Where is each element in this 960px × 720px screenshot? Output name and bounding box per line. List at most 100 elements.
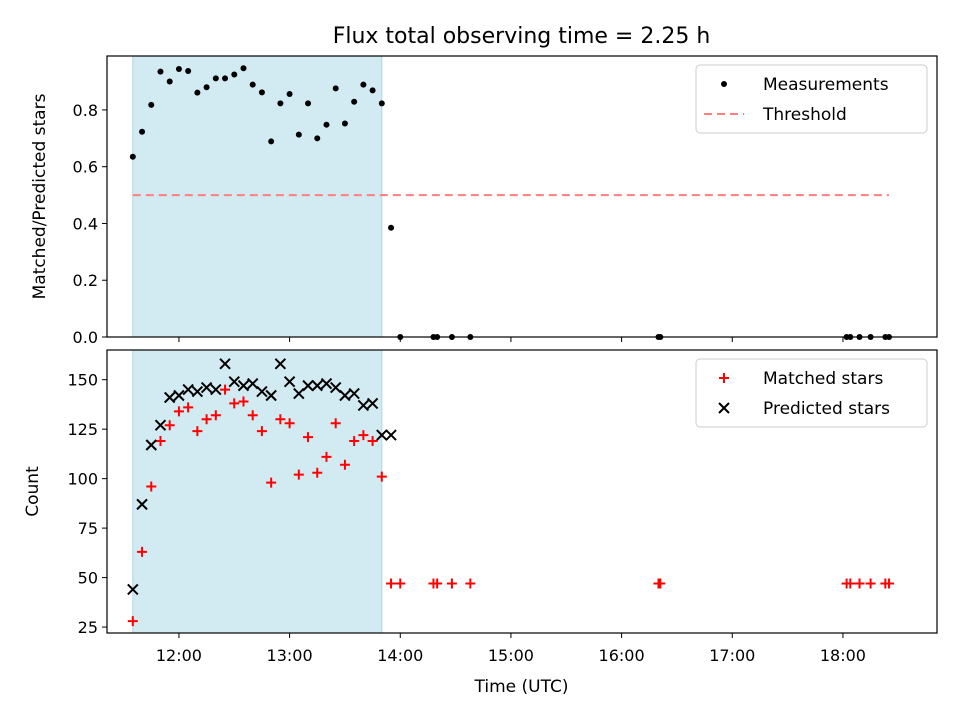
predicted-star-point	[366, 397, 379, 410]
matched-star-point	[247, 410, 258, 421]
predicted-star-point	[339, 389, 351, 402]
matched-star-point	[465, 578, 476, 589]
y-tick-label: 100	[67, 470, 98, 489]
measurement-point	[397, 334, 404, 340]
y-axis-label: Matched/Predicted stars	[30, 93, 50, 299]
matched-star-point	[220, 384, 231, 395]
matched-star-point	[432, 578, 443, 589]
matched-star-point	[210, 410, 221, 421]
y-tick-label: 0.4	[73, 214, 98, 233]
y-tick-label: 25	[78, 618, 98, 637]
legend-label: Matched stars	[763, 369, 883, 389]
measurement-point	[360, 81, 367, 88]
matched-star-point	[155, 436, 166, 447]
measurement-point	[203, 84, 210, 91]
predicted-star-point	[228, 375, 240, 388]
measurement-point	[314, 135, 321, 142]
matched-star-point	[884, 578, 895, 589]
measurement-point	[157, 68, 164, 75]
measurement-point	[212, 75, 219, 82]
x-tick-label: 17:00	[709, 646, 755, 665]
predicted-star-point	[145, 439, 157, 451]
predicted-star-point	[200, 381, 213, 394]
chart-title: Flux total observing time = 2.25 h	[333, 24, 711, 49]
legend-label: Threshold	[762, 105, 847, 125]
predicted-star-point	[320, 377, 333, 390]
observing-window-shade	[132, 349, 383, 634]
matched-star-point	[238, 396, 249, 407]
matched-star-point	[854, 578, 865, 589]
predicted-star-point	[311, 379, 323, 392]
matched-star-point	[284, 418, 295, 429]
axes-frame	[106, 349, 938, 634]
matched-star-point	[192, 426, 203, 437]
measurement-point	[657, 334, 664, 340]
predicted-star-point	[357, 399, 370, 412]
legend-predicted-swatch	[718, 402, 730, 414]
measurement-point	[185, 68, 192, 75]
measurement-point	[175, 66, 182, 73]
y-tick-label: 0.8	[73, 101, 98, 120]
matched-star-point	[293, 469, 304, 480]
panel-bottom: 25 50 75 100 125 150 12:00 13:00 14:00 15:00 16:00…	[23, 349, 938, 665]
matched-star-point	[349, 436, 360, 447]
y-tick-label: 125	[67, 420, 98, 439]
y-axis-label: Count	[23, 466, 43, 517]
measurement-point	[166, 78, 173, 85]
predicted-star-point	[154, 419, 167, 431]
predicted-star-point	[256, 385, 268, 398]
predicted-star-point	[191, 385, 204, 398]
legend-box	[695, 358, 928, 428]
x-tick-label: 13:00	[267, 646, 313, 665]
x-tick-label: 12:00	[156, 646, 202, 665]
axes-frame	[106, 55, 938, 338]
measurement-point	[467, 334, 474, 340]
legend: Measurements Threshold	[695, 64, 928, 134]
predicted-star-point	[385, 429, 397, 441]
matched-star-point	[446, 578, 457, 589]
matched-star-point	[173, 406, 184, 417]
predicted-star-point	[247, 377, 259, 390]
matched-star-point	[655, 578, 666, 589]
measurement-point	[194, 89, 201, 96]
y-tick-label: 75	[78, 519, 98, 538]
matched-star-point	[137, 546, 148, 557]
measurement-point	[286, 91, 293, 98]
matched-star-point	[256, 426, 267, 437]
matched-star-point	[164, 420, 175, 431]
matched-star-point	[201, 414, 212, 425]
predicted-star-point	[136, 498, 148, 511]
measurement-point	[867, 334, 874, 340]
matched-star-point	[358, 430, 369, 441]
matched-star-point	[146, 481, 157, 492]
y-tick-label: 0.2	[73, 271, 98, 290]
predicted-star-point	[274, 358, 287, 370]
measurement-point	[388, 224, 395, 231]
measurement-point	[249, 81, 256, 88]
predicted-star-point	[265, 389, 277, 402]
x-tick-label: 14:00	[377, 646, 423, 665]
predicted-star-point	[173, 389, 185, 402]
measurement-point	[448, 334, 455, 340]
x-tick-label: 16:00	[599, 646, 645, 665]
measurement-point	[847, 334, 854, 340]
x-tick-label: 15:00	[488, 646, 534, 665]
measurement-point	[378, 100, 385, 107]
predicted-star-point	[348, 387, 360, 400]
measurement-point	[856, 334, 863, 340]
matched-star-point	[330, 418, 341, 429]
predicted-star-point	[219, 358, 231, 370]
x-axis-label: Time (UTC)	[474, 677, 569, 697]
matched-star-point	[229, 398, 240, 409]
matched-star-point	[386, 578, 397, 589]
measurement-point	[351, 98, 358, 105]
measurement-point	[332, 85, 339, 92]
predicted-star-point	[237, 379, 250, 392]
measurement-point	[886, 334, 893, 340]
legend-measurement-swatch	[721, 81, 727, 87]
measurement-point	[369, 87, 376, 94]
measurement-point	[341, 120, 348, 127]
matched-star-point	[321, 451, 332, 462]
legend-matched-swatch	[719, 373, 729, 383]
matched-star-point	[865, 578, 876, 589]
